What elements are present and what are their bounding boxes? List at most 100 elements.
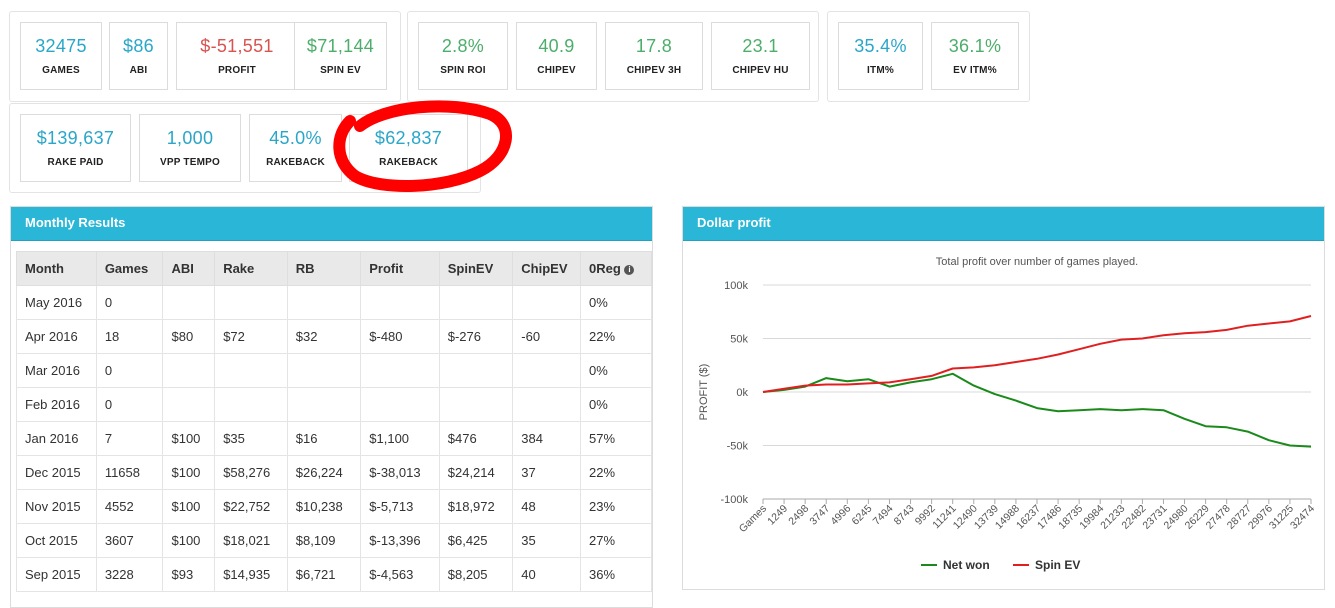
table-cell: 22% (580, 319, 652, 354)
table-cell: $-13,396 (360, 523, 440, 558)
stat-label: CHIPEV HU (732, 65, 789, 76)
stat-value: $71,144 (306, 36, 375, 56)
monthly-results-table: Month Games ABI Rake RB Profit SpinEV ChipEV 0Re… (16, 251, 652, 592)
table-cell: $8,205 (438, 557, 514, 592)
table-cell: 23% (580, 489, 652, 524)
table-cell: 48 (512, 489, 582, 524)
table-cell: 3607 (95, 523, 164, 558)
stat-label: SPIN ROI (440, 65, 486, 76)
dollar-profit-title: Dollar profit (683, 207, 1324, 241)
table-cell (438, 285, 514, 320)
column-header-profit[interactable]: Profit (360, 251, 440, 286)
table-cell: $-276 (438, 319, 514, 354)
x-tick-label: 2498 (786, 503, 811, 528)
stat-tile-games: 32475 GAMES (20, 22, 102, 90)
table-cell (214, 285, 288, 320)
chart-subtitle: Total profit over number of games played… (936, 256, 1138, 268)
column-header-label: Month (25, 261, 64, 276)
table-cell: 18 (95, 319, 164, 354)
y-axis-label: PROFIT ($) (698, 364, 710, 421)
x-tick-label: 7494 (871, 503, 896, 528)
table-cell: $100 (162, 421, 216, 456)
stat-value: $139,637 (36, 128, 115, 148)
table-header-row: Month Games ABI Rake RB Profit SpinEV ChipEV 0Re… (16, 251, 652, 286)
table-cell: Mar 2016 (16, 353, 97, 388)
table-cell (438, 353, 514, 388)
table-cell (162, 387, 216, 422)
column-header-label: ChipEV (521, 261, 568, 276)
table-cell: 7 (95, 421, 164, 456)
table-cell: 57% (580, 421, 652, 456)
table-cell: $1,100 (360, 421, 440, 456)
table-cell: 0 (95, 285, 164, 320)
table-cell: 37 (512, 455, 582, 490)
column-header-label: Profit (369, 261, 404, 276)
table-cell: Nov 2015 (16, 489, 97, 524)
info-icon[interactable]: i (624, 265, 635, 275)
table-cell: Feb 2016 (16, 387, 97, 422)
table-cell: $32 (286, 319, 362, 354)
x-tick-label: 3747 (807, 503, 832, 528)
x-tick-label: 1249 (765, 503, 790, 528)
table-row: Sep 2015 3228 $93 $14,935 $6,721 $-4,563 $8,20… (16, 557, 652, 592)
stat-tile-spin-ev: $71,144 SPIN EV (294, 22, 387, 90)
monthly-results-panel: Monthly Results Month Games ABI Rake RB Profi… (10, 206, 653, 608)
table-body: May 2016 0 0% Apr 2016 18 $80 $72 $32 $-480 $-276… (16, 285, 652, 592)
table-cell: 35 (512, 523, 582, 558)
stat-tile-itm: 35.4% ITM% (838, 22, 923, 90)
table-cell: $10,238 (286, 489, 362, 524)
stat-tile-vpp-tempo: 1,000 VPP TEMPO (139, 114, 241, 182)
x-tick-label: 4996 (828, 503, 853, 528)
column-header-chipev[interactable]: ChipEV (512, 251, 582, 286)
table-cell: $-5,713 (360, 489, 440, 524)
table-cell: $35 (214, 421, 288, 456)
series-line-net-won (762, 372, 1312, 448)
table-row: Feb 2016 0 0% (16, 387, 652, 422)
table-cell: Dec 2015 (16, 455, 97, 490)
column-header-label: SpinEV (447, 261, 494, 276)
table-cell: 0% (580, 353, 652, 388)
table-cell: 36% (580, 557, 652, 592)
dollar-profit-panel: Dollar profit Total profit over number o… (682, 206, 1325, 590)
table-cell: $80 (162, 319, 216, 354)
table-cell: Oct 2015 (16, 523, 97, 558)
table-cell: $6,721 (286, 557, 362, 592)
stat-value: 17.8 (635, 36, 673, 56)
table-cell: 0 (95, 387, 164, 422)
stat-label: VPP TEMPO (160, 157, 220, 168)
table-cell: Sep 2015 (16, 557, 97, 592)
table-cell: $26,224 (286, 455, 362, 490)
table-cell: 11658 (95, 455, 164, 490)
table-cell: 0% (580, 285, 652, 320)
column-header-rb[interactable]: RB (286, 251, 362, 286)
table-cell: $72 (214, 319, 288, 354)
column-header-abi[interactable]: ABI (162, 251, 216, 286)
stat-value: 36.1% (948, 36, 1002, 56)
table-cell: 0 (95, 353, 164, 388)
column-header-0reg[interactable]: 0Reg i (580, 251, 652, 286)
table-cell: May 2016 (16, 285, 97, 320)
column-header-spinev[interactable]: SpinEV (438, 251, 514, 286)
column-header-month[interactable]: Month (16, 251, 97, 286)
stat-tile-ev-itm: 36.1% EV ITM% (931, 22, 1019, 90)
table-cell: $476 (438, 421, 514, 456)
x-tick-label: 6245 (850, 503, 875, 528)
table-cell: -60 (512, 319, 582, 354)
column-header-games[interactable]: Games (95, 251, 164, 286)
stat-label: GAMES (42, 65, 80, 76)
table-row: Nov 2015 4552 $100 $22,752 $10,238 $-5,713 $18… (16, 489, 652, 524)
stat-value: 1,000 (166, 128, 214, 148)
column-header-rake[interactable]: Rake (214, 251, 288, 286)
stat-label: CHIPEV (537, 65, 576, 76)
series-line-spin-ev (762, 315, 1312, 393)
stat-label: CHIPEV 3H (626, 65, 682, 76)
table-cell: $8,109 (286, 523, 362, 558)
table-row: May 2016 0 0% (16, 285, 652, 320)
stat-tile-spin-roi: 2.8% SPIN ROI (418, 22, 508, 90)
table-cell: $100 (162, 455, 216, 490)
table-cell (512, 387, 582, 422)
column-header-label: Rake (223, 261, 255, 276)
table-cell (438, 387, 514, 422)
table-cell: $-480 (360, 319, 440, 354)
table-row: Jan 2016 7 $100 $35 $16 $1,100 $476 384 57% (16, 421, 652, 456)
